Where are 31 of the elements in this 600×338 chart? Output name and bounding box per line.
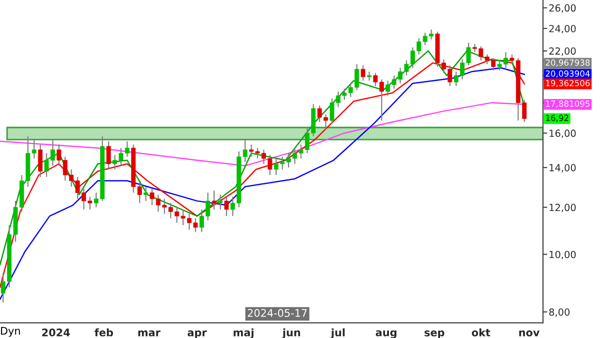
y-tick-label: 22,00: [549, 47, 576, 56]
candlestick: [106, 140, 111, 170]
annotation: 20,967938: [546, 59, 590, 67]
x-tick-label: okt: [472, 328, 490, 336]
candlestick: [367, 71, 372, 82]
x-tick-label: nov: [519, 330, 540, 336]
y-tick-label: 10,00: [550, 250, 576, 260]
x-tick-label: apr: [188, 330, 207, 338]
y-tick-label: 12,00: [550, 204, 576, 212]
candlestick: [360, 64, 366, 82]
candlestick: [218, 194, 223, 210]
annotation: 19,362506: [546, 80, 590, 88]
x-tick-label: feb: [94, 328, 114, 336]
annotation: 16,92: [546, 114, 568, 122]
candlestick: [212, 190, 216, 210]
annotation: 20,093904: [546, 70, 590, 78]
text: Dyn: [1, 326, 20, 337]
y-tick-label: 14,00: [550, 164, 576, 172]
annotation: 2024-05-17: [248, 309, 307, 317]
candlestick: [144, 186, 148, 202]
y-tick-label: 24,00: [549, 24, 576, 34]
annotation: 17,881095: [546, 100, 590, 108]
x-tick-label: mar: [138, 330, 160, 336]
candlestick: [38, 144, 43, 178]
candlestick: [224, 196, 229, 217]
x-tick-label: 2024: [42, 328, 70, 336]
y-tick-label: 16,00: [550, 130, 576, 138]
x-tick-label: sep: [424, 330, 444, 338]
y-tick-label: 8,00: [549, 308, 570, 317]
x-tick-label: aug: [376, 330, 396, 338]
y-tick-label: 26,00: [549, 4, 576, 13]
